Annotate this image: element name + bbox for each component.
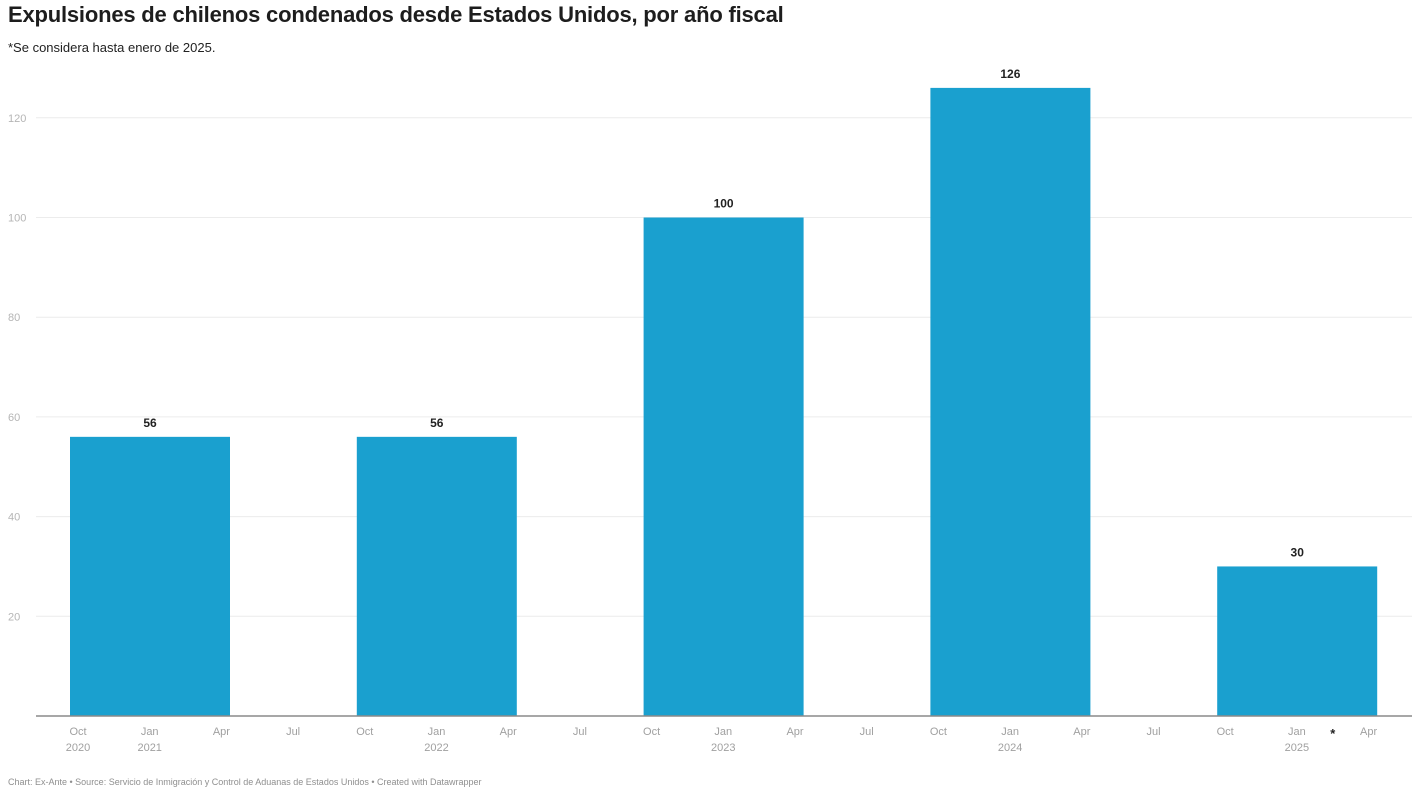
x-tick-label: Apr: [1360, 726, 1377, 738]
y-tick-label: 80: [8, 312, 20, 324]
bar: [930, 87, 1091, 716]
x-tick-year-label: 2024: [998, 742, 1022, 754]
x-tick-label: Jan: [428, 726, 446, 738]
asterisk-annotation: *: [1330, 726, 1336, 741]
x-tick-label: Jul: [286, 726, 300, 738]
x-tick-label: Apr: [500, 726, 517, 738]
bar-value-label: 56: [430, 416, 444, 430]
chart-footer: Chart: Ex-Ante • Source: Servicio de Inm…: [8, 777, 482, 787]
bar: [356, 436, 517, 716]
y-tick-label: 20: [8, 611, 20, 623]
x-tick-label: Jan: [1288, 726, 1306, 738]
bar-value-label: 30: [1291, 545, 1305, 559]
x-tick-year-label: 2021: [137, 742, 161, 754]
x-tick-year-label: 2022: [424, 742, 448, 754]
y-tick-label: 100: [8, 213, 26, 225]
x-tick-label: Oct: [930, 726, 947, 738]
x-tick-year-label: 2023: [711, 742, 735, 754]
x-tick-label: Jan: [714, 726, 732, 738]
x-tick-label: Jul: [1146, 726, 1160, 738]
chart-title: Expulsiones de chilenos condenados desde…: [8, 2, 784, 27]
y-tick-label: 60: [8, 412, 20, 424]
x-tick-label: Jul: [573, 726, 587, 738]
chart-subtitle: *Se considera hasta enero de 2025.: [8, 40, 216, 55]
x-tick-year-label: 2020: [66, 742, 90, 754]
x-tick-year-label: 2025: [1285, 742, 1309, 754]
x-tick-label: Oct: [356, 726, 373, 738]
x-tick-label: Apr: [1073, 726, 1090, 738]
bar-value-label: 56: [143, 416, 157, 430]
bar-value-label: 100: [714, 197, 734, 211]
bar-chart: 20 40 60 80 100 120 56 56 100 126 30 Oct 2020 Jan 20…: [8, 67, 1412, 754]
bar: [70, 436, 230, 716]
x-tick-label: Jul: [860, 726, 874, 738]
bar: [1217, 566, 1378, 716]
y-tick-label: 120: [8, 113, 26, 125]
bars: 56 56 100 126 30: [70, 67, 1378, 716]
x-tick-label: Oct: [1217, 726, 1234, 738]
x-tick-label: Apr: [213, 726, 230, 738]
x-tick-label: Jan: [1001, 726, 1019, 738]
bar-value-label: 126: [1000, 67, 1020, 81]
x-axis-ticks: Oct 2020 Jan 2021 Apr Jul Oct Jan 2022 Apr Jul Oct J…: [66, 726, 1378, 754]
x-tick-label: Oct: [69, 726, 86, 738]
y-tick-label: 40: [8, 512, 20, 524]
x-tick-label: Apr: [786, 726, 803, 738]
x-tick-label: Oct: [643, 726, 660, 738]
bar: [643, 217, 804, 716]
x-tick-label: Jan: [141, 726, 159, 738]
